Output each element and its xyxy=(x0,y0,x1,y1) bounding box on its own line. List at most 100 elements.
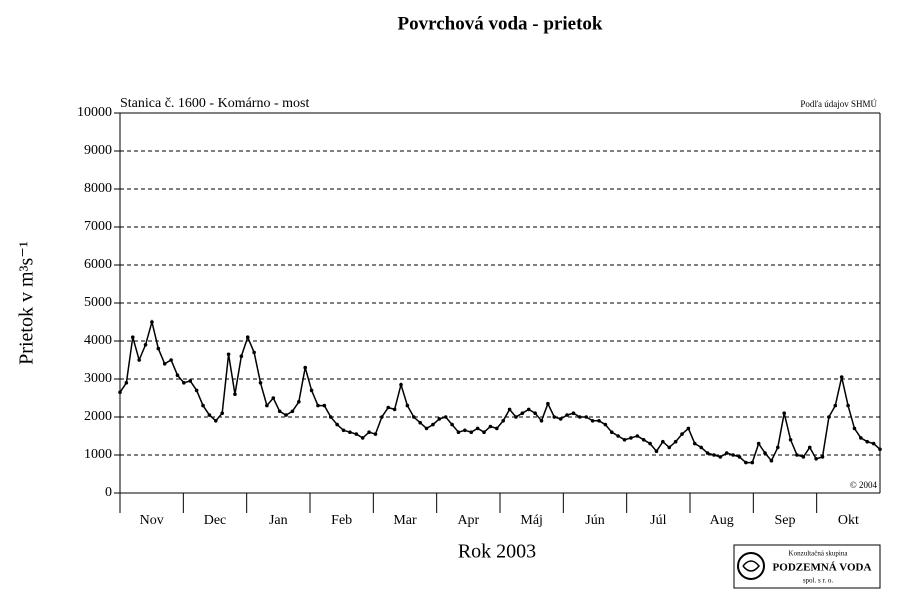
data-point xyxy=(699,445,703,450)
data-point xyxy=(539,419,544,423)
data-point xyxy=(756,441,761,446)
data-point xyxy=(194,388,199,393)
data-point xyxy=(303,365,308,370)
data-point xyxy=(584,415,589,419)
copyright: © 2004 xyxy=(850,480,878,490)
logo-line2: PODZEMNÁ VODA xyxy=(773,562,872,574)
data-point xyxy=(705,451,710,455)
data-point xyxy=(807,445,812,450)
data-point xyxy=(386,405,391,410)
data-point xyxy=(175,373,180,378)
data-point xyxy=(763,451,767,455)
data-point xyxy=(239,354,244,359)
data-point xyxy=(686,426,691,431)
data-point xyxy=(418,420,422,425)
data-point xyxy=(565,413,569,417)
data-point xyxy=(782,411,787,416)
data-point xyxy=(795,453,799,457)
data-point xyxy=(118,390,122,395)
x-tick-label: Nov xyxy=(140,513,164,528)
data-point xyxy=(335,422,339,427)
data-point xyxy=(456,430,461,435)
x-tick-label: Dec xyxy=(204,513,227,528)
data-point xyxy=(712,453,716,457)
subtitle: Stanica č. 1600 - Komárno - most xyxy=(120,96,309,111)
data-point xyxy=(360,436,365,440)
data-point xyxy=(392,407,397,412)
data-point xyxy=(277,409,282,414)
source: Podľa údajov SHMÚ xyxy=(800,99,877,109)
data-point xyxy=(367,430,371,435)
data-point xyxy=(750,460,755,465)
data-point xyxy=(424,426,429,431)
x-axis-label: Rok 2003 xyxy=(458,541,536,563)
data-point xyxy=(616,434,620,438)
logo-icon-wave xyxy=(742,560,760,572)
data-point xyxy=(488,424,493,429)
data-point xyxy=(188,379,193,383)
y-tick-label: 2000 xyxy=(84,409,112,424)
data-point xyxy=(507,407,512,412)
data-point xyxy=(495,426,499,431)
data-point xyxy=(629,436,633,440)
data-point xyxy=(233,392,237,397)
data-point xyxy=(737,455,742,459)
logo-line3: spol. s r. o. xyxy=(803,577,834,585)
logo-icon xyxy=(737,552,765,580)
data-point xyxy=(258,381,263,385)
data-point xyxy=(827,415,831,419)
data-point xyxy=(130,335,135,340)
data-point xyxy=(220,411,224,416)
data-point xyxy=(680,432,684,436)
data-point xyxy=(411,415,416,419)
data-point xyxy=(514,415,518,419)
x-tick-label: Apr xyxy=(457,513,479,528)
y-tick-label: 7000 xyxy=(84,219,112,234)
data-point xyxy=(482,430,486,435)
data-point xyxy=(839,375,844,379)
data-point xyxy=(137,358,141,362)
data-point xyxy=(245,335,250,340)
y-tick-label: 6000 xyxy=(84,257,112,272)
y-tick-label: 8000 xyxy=(84,181,112,196)
data-point xyxy=(603,422,608,427)
data-point xyxy=(820,455,825,459)
x-tick-label: Júl xyxy=(650,513,666,528)
data-point xyxy=(852,426,857,431)
chart-title: Povrchová voda - prietok xyxy=(398,13,603,34)
data-point xyxy=(380,415,384,419)
x-tick-label: Aug xyxy=(710,513,734,528)
data-point xyxy=(533,411,537,416)
data-point xyxy=(450,422,454,427)
data-point xyxy=(609,430,614,435)
data-point xyxy=(546,401,550,406)
data-point xyxy=(316,403,320,408)
y-tick-label: 4000 xyxy=(84,333,112,348)
data-point xyxy=(431,422,435,427)
data-point xyxy=(769,458,774,463)
data-point xyxy=(341,428,346,433)
y-tick-label: 1000 xyxy=(84,447,112,462)
data-point xyxy=(641,438,646,442)
data-point xyxy=(156,346,161,351)
data-point xyxy=(801,455,806,459)
data-point xyxy=(284,413,288,417)
data-line xyxy=(119,319,881,464)
data-point xyxy=(469,430,474,435)
data-point xyxy=(226,352,231,357)
data-point xyxy=(673,439,678,444)
y-tick-label: 10000 xyxy=(77,105,112,120)
data-point xyxy=(213,419,218,423)
data-point xyxy=(290,409,295,414)
data-point xyxy=(501,419,505,423)
data-point xyxy=(597,419,601,423)
data-point xyxy=(590,419,595,423)
data-point xyxy=(150,320,154,324)
data-point xyxy=(405,403,410,408)
data-point xyxy=(814,457,818,461)
data-point xyxy=(635,434,640,438)
data-point xyxy=(309,388,314,393)
x-tick-label: Máj xyxy=(520,513,543,528)
data-point xyxy=(463,428,467,433)
data-point xyxy=(271,396,276,400)
